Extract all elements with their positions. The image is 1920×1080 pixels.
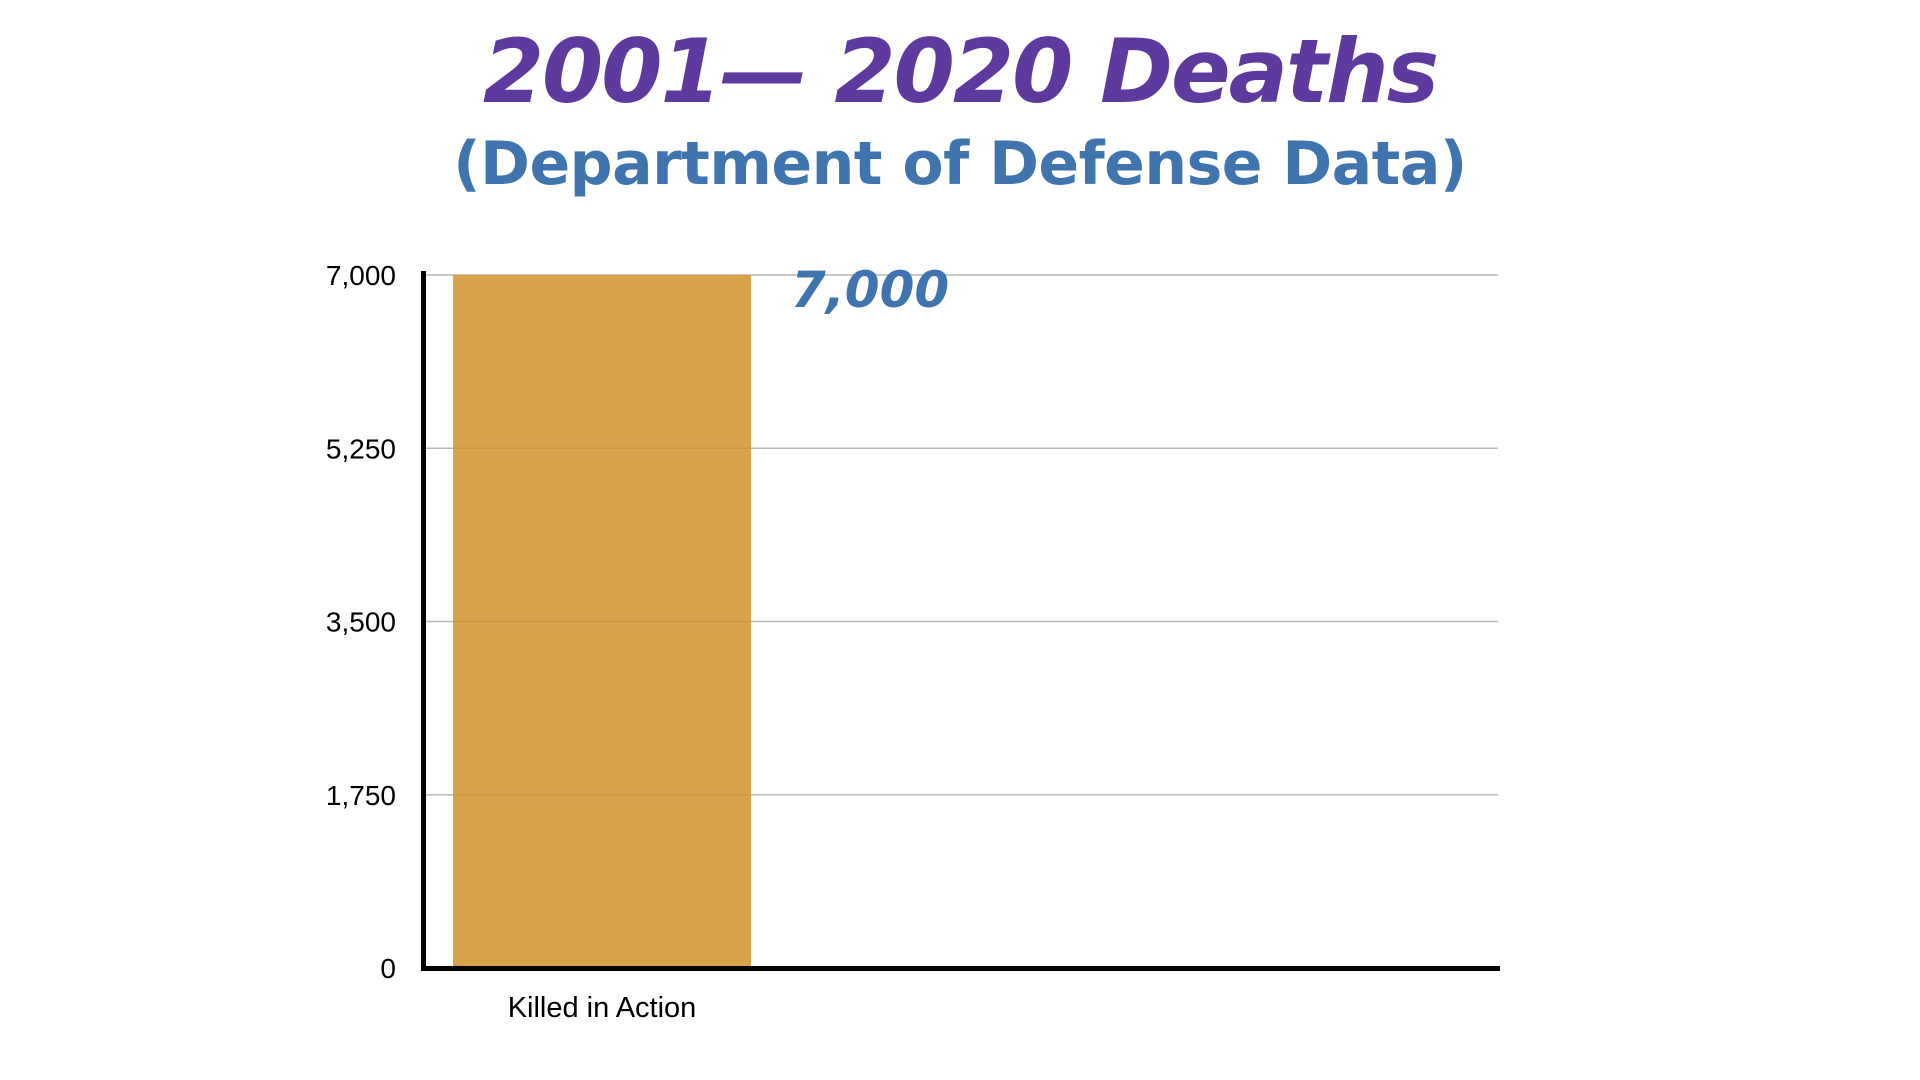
x-category-label: Killed in Action <box>508 992 697 1024</box>
y-tick-label: 0 <box>380 953 396 984</box>
data-labels: 7,000 <box>791 261 949 319</box>
y-tick-label: 1,750 <box>326 780 396 811</box>
y-tick-label: 3,500 <box>326 607 396 638</box>
x-category-labels: Killed in Action <box>508 992 697 1024</box>
bar <box>453 275 751 968</box>
y-tick-label: 5,250 <box>326 433 396 464</box>
chart-title: 2001— 2020 Deaths <box>482 20 1439 123</box>
gridlines-overlay <box>424 274 1498 796</box>
chart-subtitle: (Department of Defense Data) <box>453 129 1467 199</box>
data-label: 7,000 <box>791 261 949 319</box>
bars <box>453 275 751 968</box>
y-tick-labels: 0 1,750 3,500 5,250 7,000 <box>326 260 396 984</box>
axes <box>421 271 1500 971</box>
y-tick-label: 7,000 <box>326 260 396 291</box>
